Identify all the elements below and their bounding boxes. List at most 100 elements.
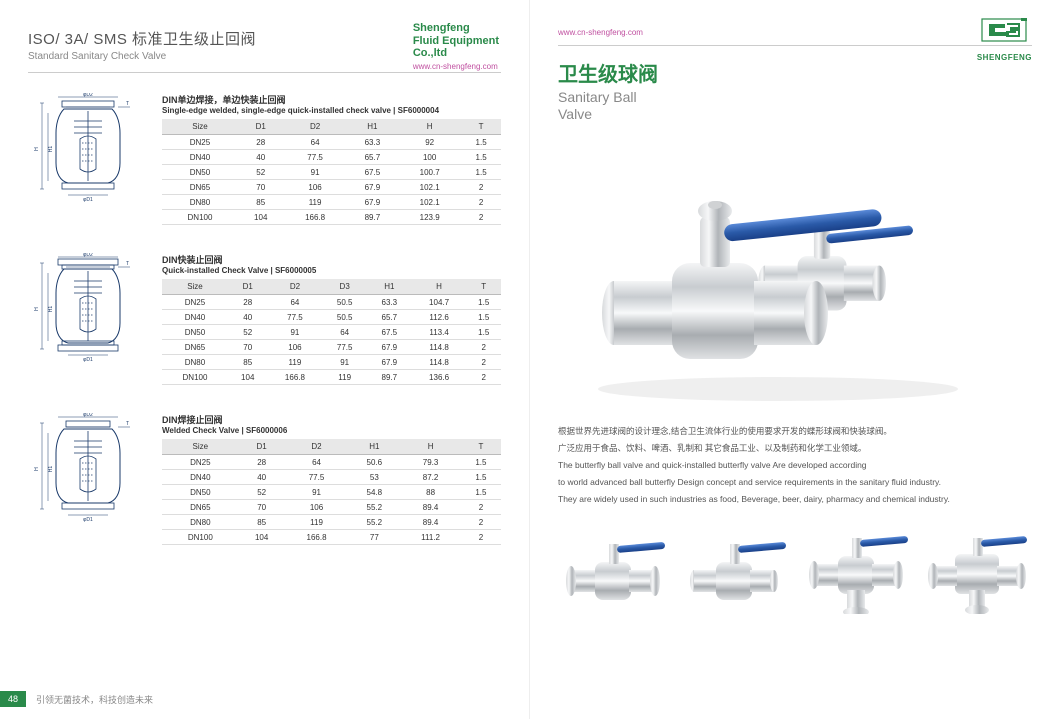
svg-text:φD1: φD1 [83, 517, 93, 523]
cell: 28 [239, 455, 285, 470]
right-title-cn: 卫生级球阀 [558, 58, 1032, 87]
cell: 2 [461, 180, 501, 195]
cell: DN50 [162, 165, 238, 180]
svg-text:H: H [34, 147, 40, 151]
cell: 106 [285, 500, 349, 515]
cell: DN100 [162, 210, 238, 225]
product-thumb [922, 524, 1032, 614]
table-caption-cn: DIN焊接止回阀 [162, 413, 501, 426]
spec-table: SizeD1D2H1HTDN25286463.3921.5DN404077.56… [162, 119, 501, 225]
cell: 65.7 [367, 310, 412, 325]
cell: 123.9 [398, 210, 461, 225]
cell: DN65 [162, 340, 228, 355]
cell: DN40 [162, 310, 228, 325]
cell: 166.8 [284, 210, 347, 225]
cell: 50.6 [348, 455, 400, 470]
cell: 55.2 [348, 500, 400, 515]
col-header: T [461, 119, 501, 135]
cell: 100.7 [398, 165, 461, 180]
col-header: D2 [284, 119, 347, 135]
cell: 40 [238, 150, 284, 165]
table-row: DN657010677.567.9114.82 [162, 340, 501, 355]
table-row: DN808511967.9102.12 [162, 195, 501, 210]
cell: 119 [268, 355, 323, 370]
brand-line: Fluid Equipment [413, 35, 499, 48]
cell: 106 [268, 340, 323, 355]
spec-table-block: DIN单边焊接，单边快装止回阀Single-edge welded, singl… [162, 93, 501, 225]
valve-diagram-icon: φD2 H H1 T φD1 [28, 413, 148, 523]
spec-section: φD2 H H1 T φD1 DIN单边焊接，单边快装止回阀Single-edg… [28, 93, 501, 225]
col-header: H1 [347, 119, 398, 135]
left-footer: 48 引领无菌技术，科技创造未来 [0, 691, 153, 707]
col-header: Size [162, 439, 239, 455]
cell: 64 [322, 325, 367, 340]
valve-diagram-icon: φD2 H H1 T φD1 [28, 253, 148, 363]
desc-cn-l1: 根据世界先进球阀的设计理念,结合卫生流体行业的使用要求开发的蝶形球阀和快装球阀。 [558, 425, 1032, 438]
svg-text:φD1: φD1 [83, 357, 93, 363]
logo-name: SHENGFENG [977, 53, 1032, 62]
spec-table: SizeD1D2D3H1HTDN25286450.563.3104.71.5DN… [162, 279, 501, 385]
cell: 52 [238, 165, 284, 180]
svg-text:H1: H1 [48, 306, 54, 313]
desc-en-l2: to world advanced ball butterfly Design … [558, 476, 1032, 489]
col-header: H1 [348, 439, 400, 455]
table-row: DN808511955.289.42 [162, 515, 501, 530]
col-header: D2 [285, 439, 349, 455]
cell: 87.2 [400, 470, 461, 485]
table-row: DN100104166.877111.22 [162, 530, 501, 545]
cell: 85 [228, 355, 268, 370]
spec-sections: φD2 H H1 T φD1 DIN单边焊接，单边快装止回阀Single-edg… [28, 93, 501, 545]
spec-table: SizeD1D2H1HTDN25286450.679.31.5DN404077.… [162, 439, 501, 545]
table-caption-cn: DIN单边焊接，单边快装止回阀 [162, 93, 501, 106]
table-row: DN25286450.563.3104.71.5 [162, 295, 501, 310]
cell: 52 [239, 485, 285, 500]
col-header: T [466, 279, 501, 295]
cell: 89.4 [400, 500, 461, 515]
cell: 2 [461, 515, 501, 530]
cell: 2 [461, 195, 501, 210]
cell: 63.3 [367, 295, 412, 310]
svg-text:φD1: φD1 [83, 197, 93, 203]
cell: 119 [322, 370, 367, 385]
cell: 65.7 [347, 150, 398, 165]
cell: 67.9 [347, 180, 398, 195]
cell: 89.4 [400, 515, 461, 530]
col-header: H [400, 439, 461, 455]
svg-text:H: H [34, 467, 40, 471]
cell: 100 [398, 150, 461, 165]
cell: DN100 [162, 370, 228, 385]
cell: 77.5 [284, 150, 347, 165]
col-header: H [412, 279, 467, 295]
cell: 54.8 [348, 485, 400, 500]
cell: 104.7 [412, 295, 467, 310]
right-title-en: Sanitary Ball Valve [558, 89, 1032, 123]
cell: 77.5 [285, 470, 349, 485]
cell: 104 [228, 370, 268, 385]
cell: DN50 [162, 325, 228, 340]
right-title-en-l2: Valve [558, 106, 592, 122]
product-gallery [558, 524, 1032, 614]
cell: DN40 [162, 470, 239, 485]
svg-text:H1: H1 [48, 466, 54, 473]
cell: 70 [238, 180, 284, 195]
product-thumb [558, 524, 668, 614]
col-header: T [461, 439, 501, 455]
table-row: DN80851199167.9114.82 [162, 355, 501, 370]
cell: 67.5 [347, 165, 398, 180]
cell: 2 [461, 210, 501, 225]
cell: 104 [239, 530, 285, 545]
col-header: D1 [228, 279, 268, 295]
page-left: ISO/ 3A/ SMS 标准卫生级止回阀 Standard Sanitary … [0, 0, 530, 719]
cell: 89.7 [347, 210, 398, 225]
table-row: DN404077.550.565.7112.61.5 [162, 310, 501, 325]
cell: DN40 [162, 150, 238, 165]
cell: 111.2 [400, 530, 461, 545]
col-header: D3 [322, 279, 367, 295]
col-header: H [398, 119, 461, 135]
table-row: DN25286450.679.31.5 [162, 455, 501, 470]
svg-text:H1: H1 [48, 146, 54, 153]
cell: 85 [239, 515, 285, 530]
right-header-rule [558, 45, 1032, 46]
cell: DN25 [162, 455, 239, 470]
catalog-spread: ISO/ 3A/ SMS 标准卫生级止回阀 Standard Sanitary … [0, 0, 1060, 719]
